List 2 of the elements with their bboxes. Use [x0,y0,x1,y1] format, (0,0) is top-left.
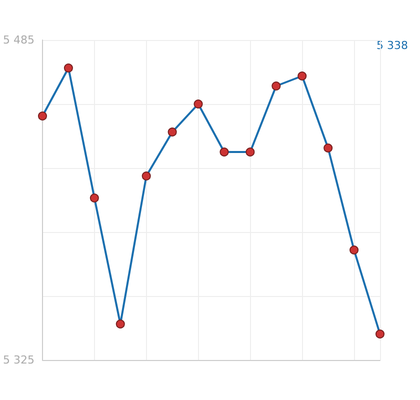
y-tick-label: 5 325 [2,354,34,366]
y-tick-label: 5 485 [2,34,34,46]
